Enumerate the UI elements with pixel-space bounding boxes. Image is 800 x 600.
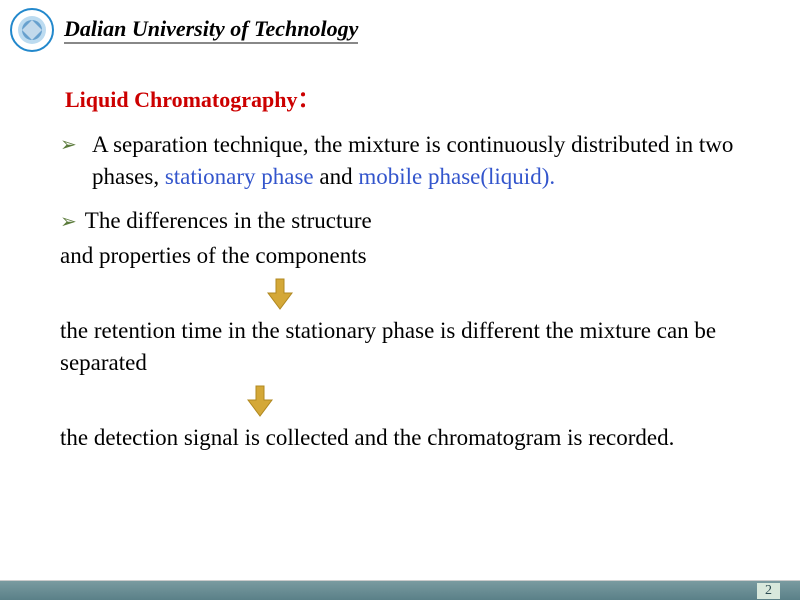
page-number: 2 <box>757 583 780 599</box>
bullet-item-1: ➢ A separation technique, the mixture is… <box>60 129 760 193</box>
slide-content: Liquid Chromatography： ➢ A separation te… <box>0 52 800 454</box>
slide-footer: 2 <box>0 580 800 600</box>
item1-highlight2: mobile phase(liquid). <box>358 164 555 189</box>
institution-name: Dalian University of Technology <box>64 16 358 44</box>
item1-highlight1: stationary phase <box>165 164 314 189</box>
down-arrow-2 <box>60 384 460 418</box>
down-arrow-1 <box>60 277 500 311</box>
flow-text-1: the retention time in the stationary pha… <box>60 315 760 379</box>
item2-line1: The differences in the structure <box>85 208 372 233</box>
main-title: Liquid Chromatography： <box>65 82 760 114</box>
bullet-arrow-icon: ➢ <box>60 131 77 159</box>
bullet-item-2: ➢ The differences in the structure <box>60 205 760 237</box>
item1-mid: and <box>314 164 359 189</box>
flow-text-2: the detection signal is collected and th… <box>60 422 760 454</box>
university-logo <box>10 8 54 52</box>
item2-line2: and properties of the components <box>60 240 760 272</box>
slide-header: Dalian University of Technology <box>0 0 800 52</box>
bullet-arrow-icon: ➢ <box>60 211 77 233</box>
